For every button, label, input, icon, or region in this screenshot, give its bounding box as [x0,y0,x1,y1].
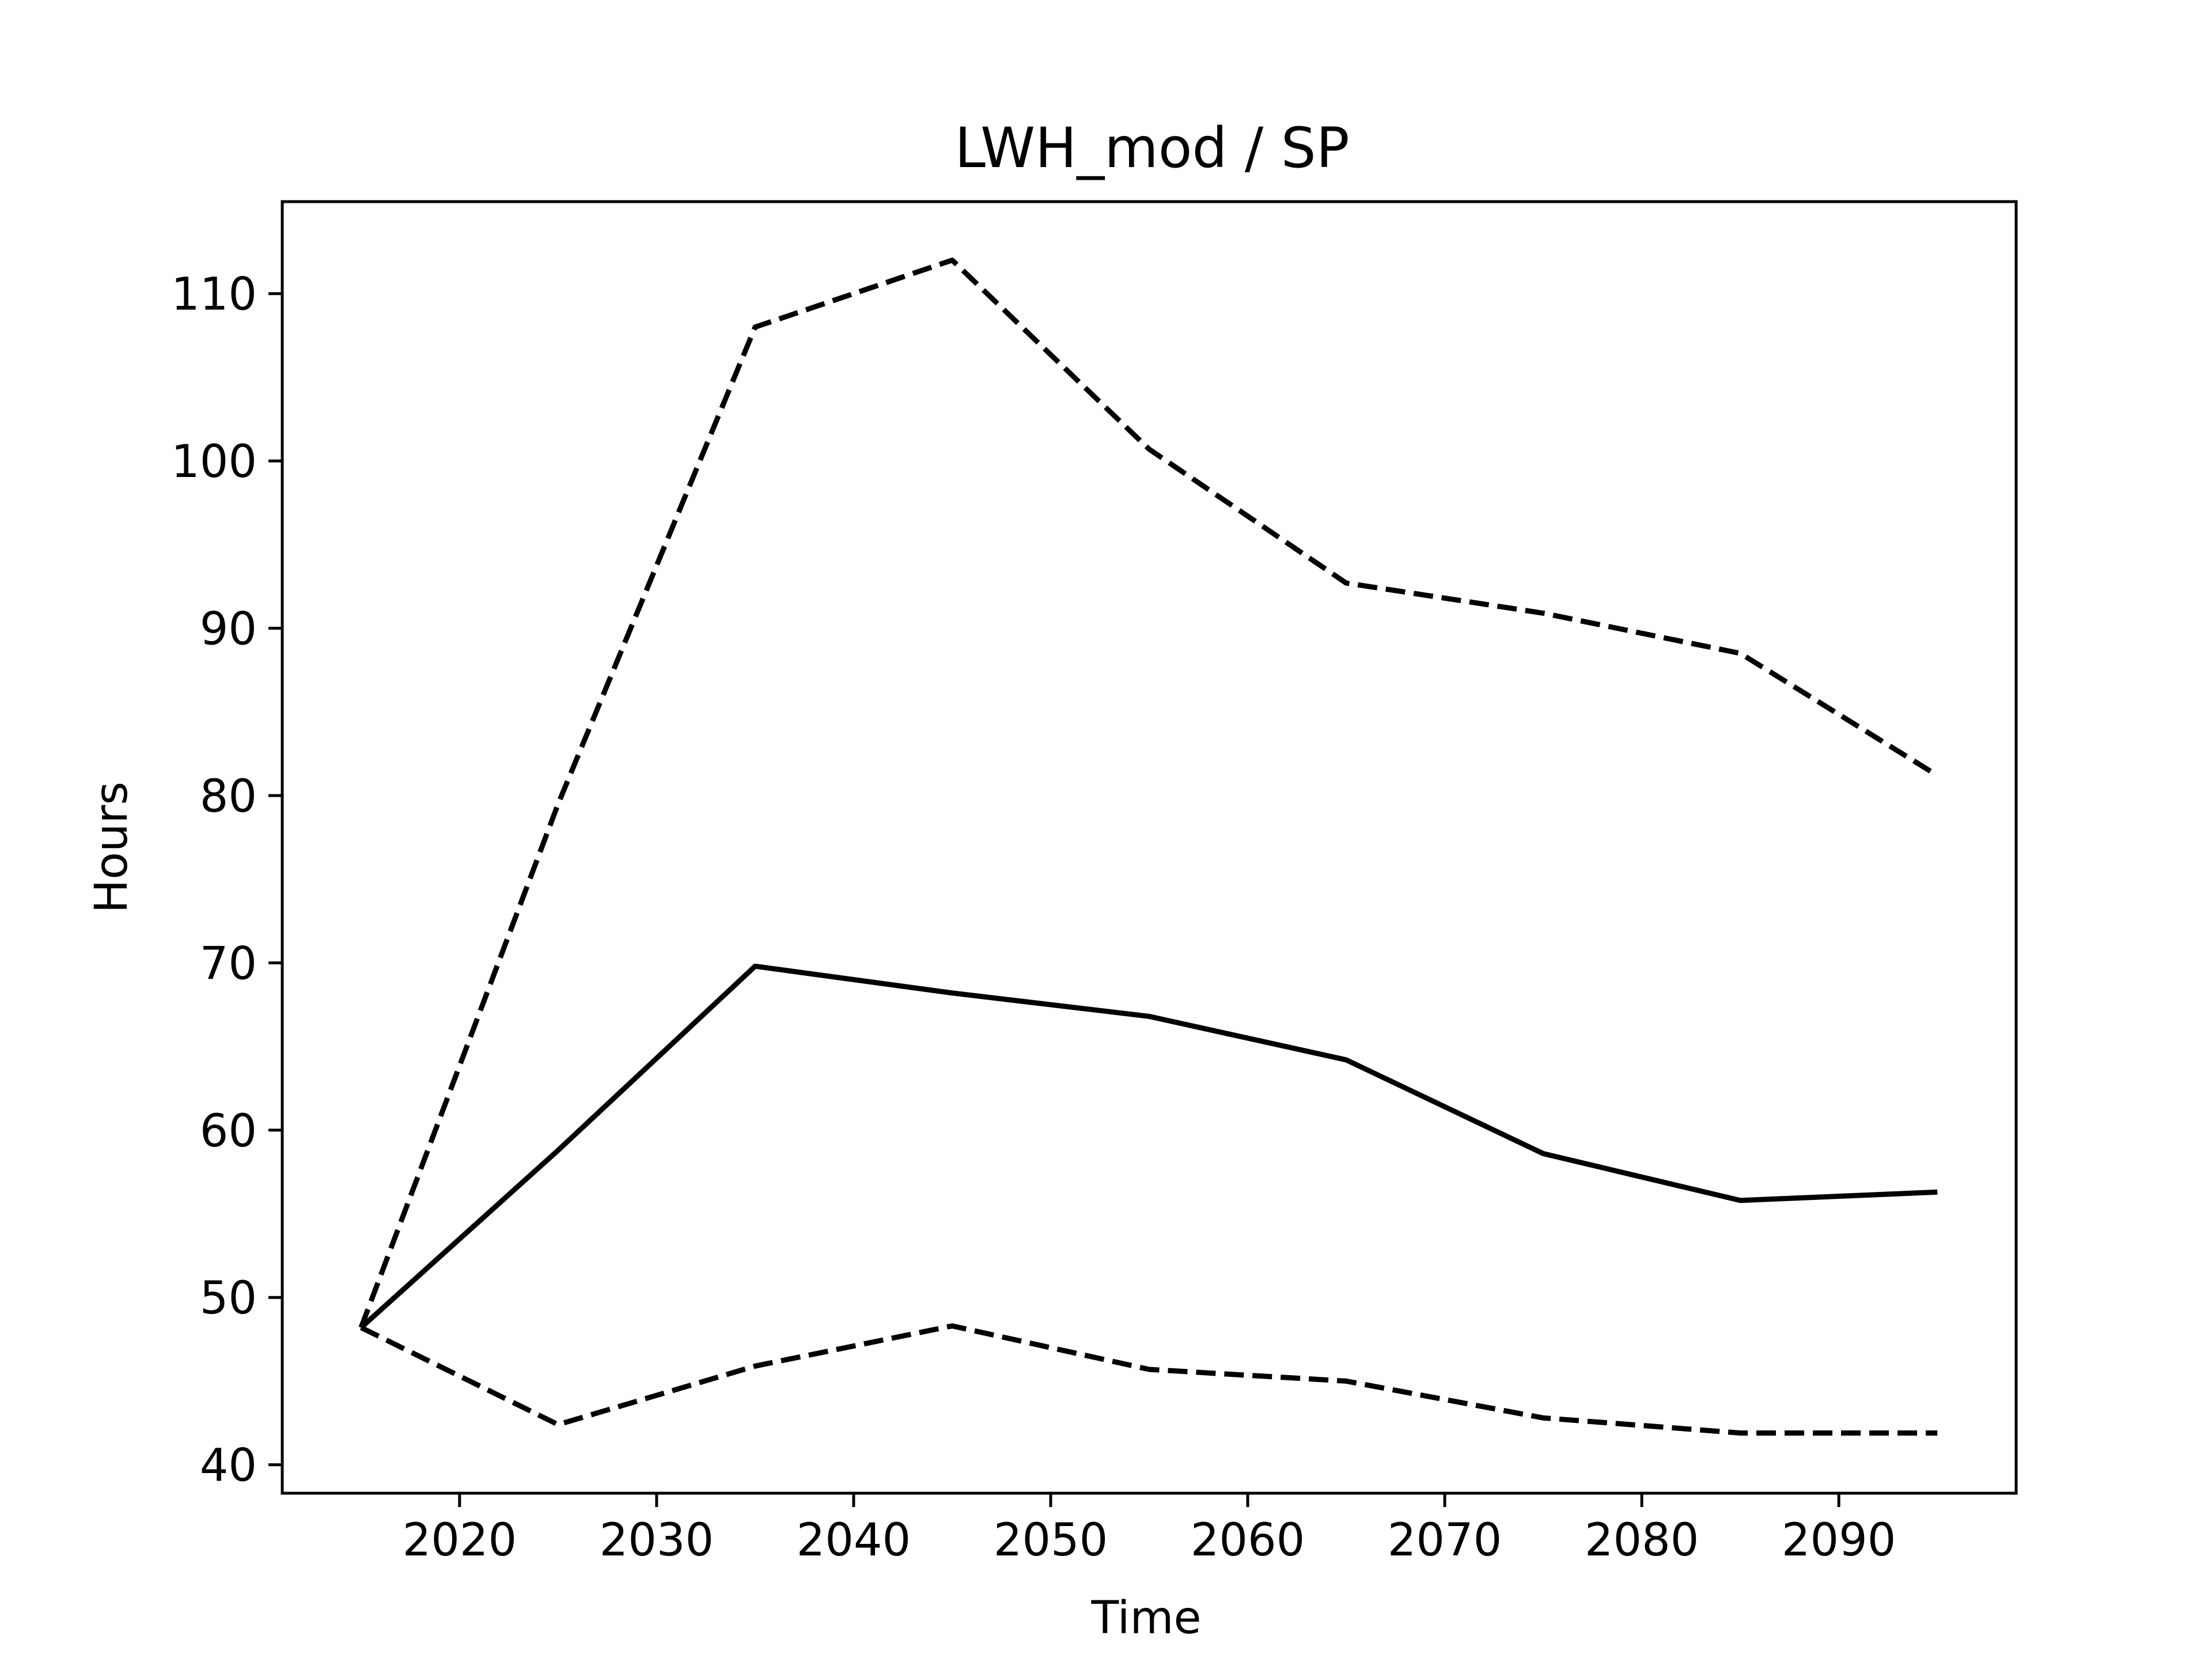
x-tick-label: 2090 [1782,1515,1896,1566]
plot-lines [358,258,1939,1436]
x-tick-label: 2060 [1191,1515,1305,1566]
x-tick-label: 2070 [1388,1515,1502,1566]
chart-title: LWH_mod / SP [955,116,1349,180]
x-tick-label: 2050 [994,1515,1108,1566]
series-line-3 [359,1323,1938,1436]
y-axis: 40 50 60 70 80 90 100 110 [171,269,282,1492]
x-axis: 2020 2030 2040 2050 2060 2070 2080 2090 [403,1493,1896,1566]
series-line-1 [358,258,1939,1329]
y-tick-label: 110 [171,269,257,321]
series-line-2 [359,963,1938,1330]
y-tick-label: 70 [200,938,257,990]
x-tick-label: 2040 [797,1515,911,1566]
y-tick-label: 60 [200,1106,257,1157]
y-axis-label: Hours [86,782,138,914]
y-tick-label: 40 [200,1440,257,1492]
y-tick-label: 100 [171,436,257,488]
x-tick-label: 2080 [1585,1515,1699,1566]
y-tick-label: 90 [200,604,257,656]
y-tick-label: 50 [200,1273,257,1324]
x-tick-label: 2020 [403,1515,517,1566]
x-axis-label: Time [1091,1592,1202,1644]
plot-frame [281,200,2018,1495]
y-tick-label: 80 [200,771,257,823]
x-tick-label: 2030 [600,1515,714,1566]
